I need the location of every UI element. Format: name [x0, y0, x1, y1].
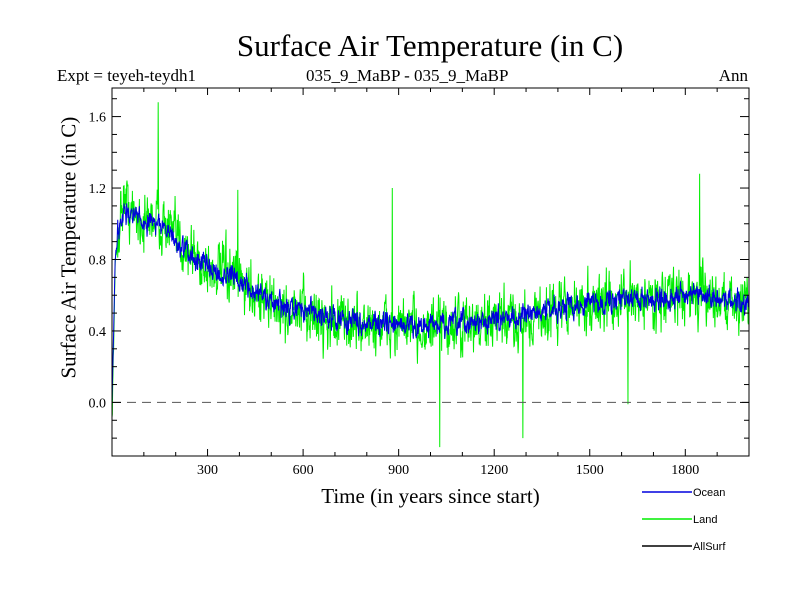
x-tick-label: 1800: [671, 463, 699, 478]
y-tick-label: 1.2: [89, 182, 107, 197]
legend-label-ocean: Ocean: [693, 487, 725, 499]
series-layer: [112, 102, 749, 448]
x-tick-label: 1200: [480, 463, 508, 478]
axis-ticks: 300 600 900 1200 1500 1800 0.0 0.4 0.8 1.2 1.6: [89, 88, 749, 478]
y-tick-label: 1.6: [89, 111, 107, 126]
series-line-land: [112, 102, 749, 448]
period-label: 035_9_MaBP - 035_9_MaBP: [306, 66, 509, 85]
y-axis-label: Surface Air Temperature (in C): [56, 116, 81, 379]
x-tick-label: 600: [293, 463, 314, 478]
x-tick-label: 300: [197, 463, 218, 478]
chart-title: Surface Air Temperature (in C): [236, 28, 624, 63]
series-line-ocean: [112, 203, 749, 405]
legend: Ocean Land AllSurf: [642, 487, 726, 553]
y-tick-label: 0.8: [89, 253, 107, 268]
y-tick-label: 0.4: [89, 325, 107, 340]
season-label: Ann: [718, 66, 748, 85]
x-tick-label: 900: [388, 463, 409, 478]
legend-label-allsurf: AllSurf: [693, 541, 726, 553]
legend-label-land: Land: [693, 514, 717, 526]
x-tick-label: 1500: [576, 463, 604, 478]
experiment-label: Expt = teyeh-teydh1: [57, 66, 196, 85]
plot-area: [111, 87, 750, 457]
y-tick-label: 0.0: [89, 396, 107, 411]
x-axis-label: Time (in years since start): [321, 484, 540, 508]
